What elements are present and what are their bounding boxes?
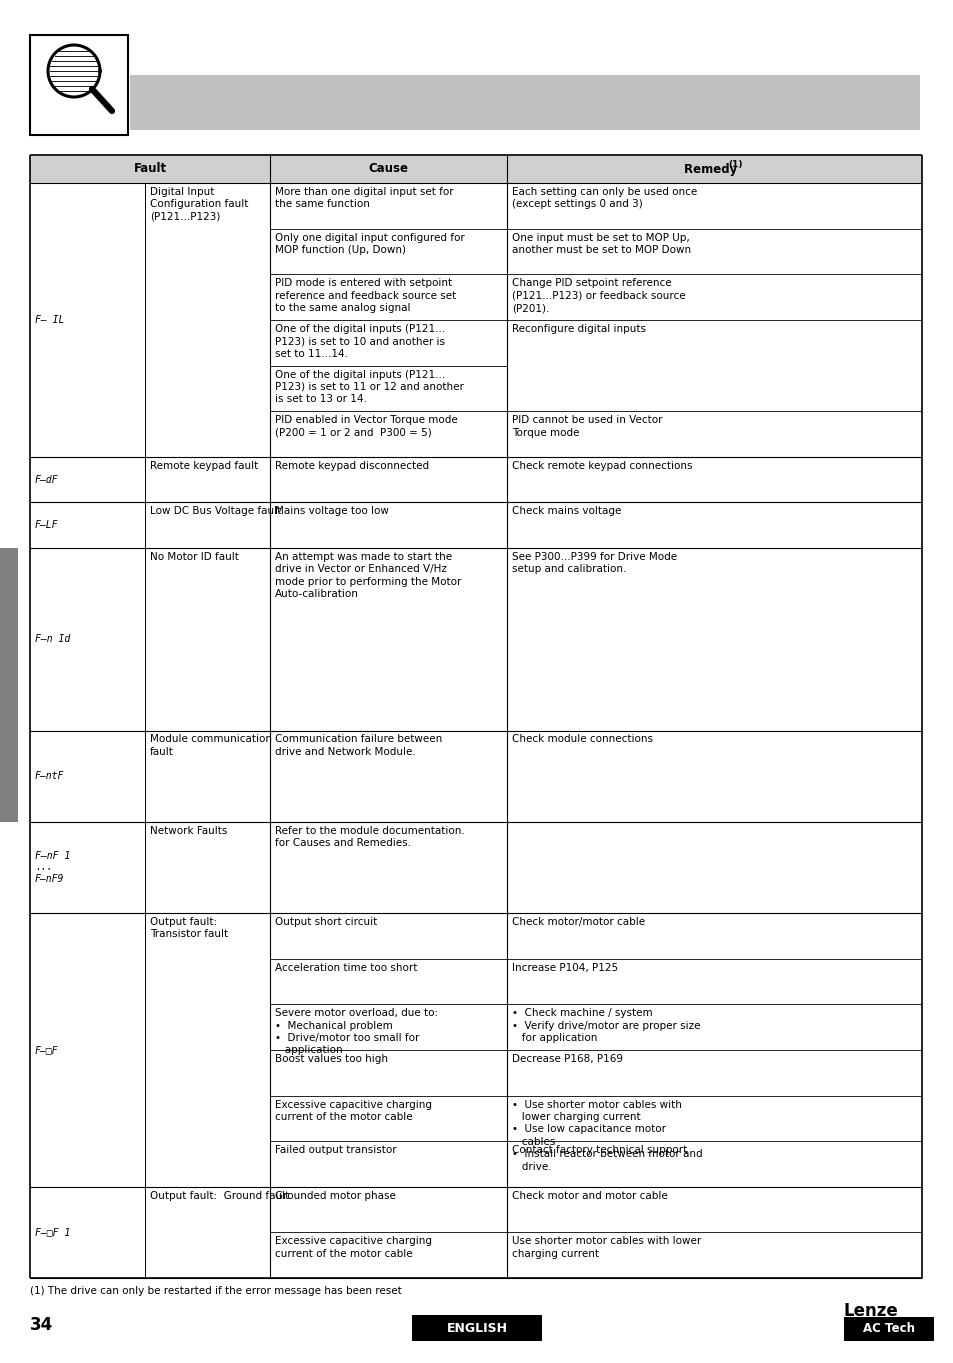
Text: Each setting can only be used once
(except settings 0 and 3): Each setting can only be used once (exce… (512, 187, 697, 210)
Text: Output short circuit: Output short circuit (274, 917, 376, 927)
Bar (843, 1317, 933, 1341)
Text: One of the digital inputs (P121...
P123) is set to 11 or 12 and another
is set t: One of the digital inputs (P121... P123)… (274, 369, 463, 405)
Text: Network Faults: Network Faults (150, 826, 227, 836)
Text: An attempt was made to start the
drive in Vector or Enhanced V/Hz
mode prior to : An attempt was made to start the drive i… (274, 552, 461, 600)
Text: •  Use shorter motor cables with
   lower charging current
•  Use low capacitanc: • Use shorter motor cables with lower ch… (512, 1100, 702, 1172)
Text: Grounded motor phase: Grounded motor phase (274, 1191, 395, 1201)
Text: F– IL: F– IL (35, 315, 64, 324)
Text: Increase P104, P125: Increase P104, P125 (512, 962, 618, 973)
Text: One of the digital inputs (P121...
P123) is set to 10 and another is
set to 11..: One of the digital inputs (P121... P123)… (274, 324, 445, 358)
Text: Remedy: Remedy (683, 162, 740, 176)
Bar (0, 548, 18, 822)
Text: F–dF: F–dF (35, 474, 58, 485)
Text: F–ntF: F–ntF (35, 771, 64, 781)
Text: Output fault:  Ground fault: Output fault: Ground fault (150, 1191, 289, 1201)
Text: Check module connections: Check module connections (512, 735, 652, 744)
Text: Check motor and motor cable: Check motor and motor cable (512, 1191, 667, 1201)
Text: No Motor ID fault: No Motor ID fault (150, 552, 238, 562)
Text: Check motor/motor cable: Check motor/motor cable (512, 917, 644, 927)
Bar (412, 1315, 541, 1341)
Bar (30, 35, 128, 135)
Text: Fault: Fault (133, 162, 167, 176)
Text: F–n Id: F–n Id (35, 634, 71, 645)
Text: PID mode is entered with setpoint
reference and feedback source set
to the same : PID mode is entered with setpoint refere… (274, 278, 456, 313)
Text: Output fault:
Transistor fault: Output fault: Transistor fault (150, 917, 228, 939)
Text: Excessive capacitive charging
current of the motor cable: Excessive capacitive charging current of… (274, 1100, 432, 1122)
Text: Cause: Cause (368, 162, 408, 176)
Text: F–LF: F–LF (35, 521, 58, 530)
Text: Contact factory technical support: Contact factory technical support (512, 1145, 686, 1154)
Text: Boost values too high: Boost values too high (274, 1054, 388, 1065)
Text: (1): (1) (728, 159, 742, 169)
Text: One input must be set to MOP Up,
another must be set to MOP Down: One input must be set to MOP Up, another… (512, 233, 690, 255)
Text: Module communication
fault: Module communication fault (150, 735, 272, 756)
Text: Excessive capacitive charging
current of the motor cable: Excessive capacitive charging current of… (274, 1236, 432, 1259)
Text: F–nF 1
...
F–nF9: F–nF 1 ... F–nF9 (35, 851, 71, 885)
Text: Mains voltage too low: Mains voltage too low (274, 507, 389, 517)
Text: Acceleration time too short: Acceleration time too short (274, 962, 416, 973)
Text: Refer to the module documentation.
for Causes and Remedies.: Refer to the module documentation. for C… (274, 826, 464, 848)
Bar (130, 75, 919, 129)
Text: Check remote keypad connections: Check remote keypad connections (512, 461, 692, 470)
Text: F–□F: F–□F (35, 1045, 58, 1055)
Text: 34: 34 (30, 1317, 53, 1334)
Text: ENGLISH: ENGLISH (446, 1322, 507, 1334)
Text: Communication failure between
drive and Network Module.: Communication failure between drive and … (274, 735, 442, 756)
Text: Digital Input
Configuration fault
(P121...P123): Digital Input Configuration fault (P121.… (150, 187, 248, 222)
Text: More than one digital input set for
the same function: More than one digital input set for the … (274, 187, 453, 210)
Text: Remote keypad fault: Remote keypad fault (150, 461, 258, 470)
Bar (30, 155, 921, 183)
Text: Remote keypad disconnected: Remote keypad disconnected (274, 461, 429, 470)
Text: F–□F 1: F–□F 1 (35, 1227, 71, 1238)
Text: PID cannot be used in Vector
Torque mode: PID cannot be used in Vector Torque mode (512, 416, 661, 438)
Bar (30, 35, 128, 135)
Text: Severe motor overload, due to:
•  Mechanical problem
•  Drive/motor too small fo: Severe motor overload, due to: • Mechani… (274, 1009, 437, 1055)
Text: PID enabled in Vector Torque mode
(P200 = 1 or 2 and  P300 = 5): PID enabled in Vector Torque mode (P200 … (274, 416, 457, 438)
Text: Check mains voltage: Check mains voltage (512, 507, 620, 517)
Text: Only one digital input configured for
MOP function (Up, Down): Only one digital input configured for MO… (274, 233, 464, 255)
Text: Decrease P168, P169: Decrease P168, P169 (512, 1054, 622, 1065)
Text: (1) The drive can only be restarted if the error message has been reset: (1) The drive can only be restarted if t… (30, 1287, 401, 1296)
Text: Change PID setpoint reference
(P121...P123) or feedback source
(P201).: Change PID setpoint reference (P121...P1… (512, 278, 685, 313)
Text: AC Tech: AC Tech (862, 1322, 914, 1336)
Text: •  Check machine / system
•  Verify drive/motor are proper size
   for applicati: • Check machine / system • Verify drive/… (512, 1009, 700, 1043)
Text: Failed output transistor: Failed output transistor (274, 1145, 396, 1154)
Text: See P300...P399 for Drive Mode
setup and calibration.: See P300...P399 for Drive Mode setup and… (512, 552, 677, 574)
Text: Lenze: Lenze (843, 1302, 898, 1319)
Text: Reconfigure digital inputs: Reconfigure digital inputs (512, 324, 645, 334)
Text: Low DC Bus Voltage fault: Low DC Bus Voltage fault (150, 507, 281, 517)
Text: Use shorter motor cables with lower
charging current: Use shorter motor cables with lower char… (512, 1236, 700, 1259)
